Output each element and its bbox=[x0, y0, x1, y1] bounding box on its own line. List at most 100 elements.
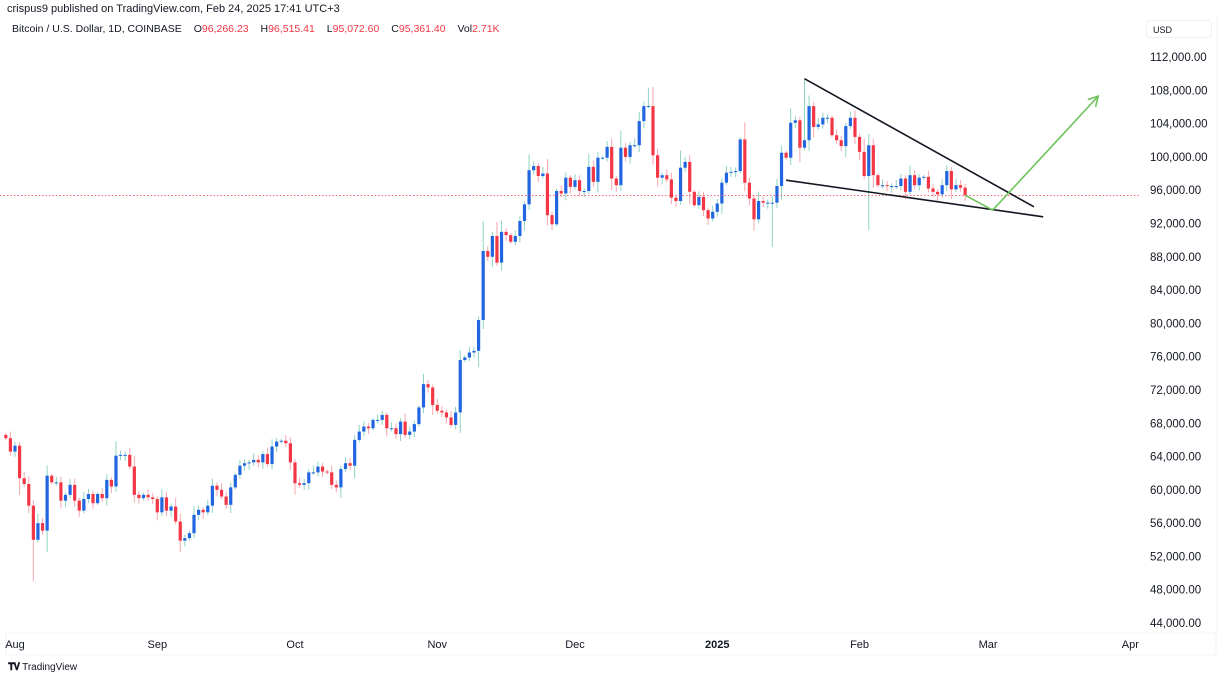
candle-body bbox=[86, 494, 91, 500]
tradingview-logo[interactable]: 𝐓𝐕 TradingView bbox=[8, 662, 77, 673]
candle bbox=[476, 316, 481, 367]
candle bbox=[197, 505, 201, 520]
candle bbox=[752, 195, 756, 231]
symbol-legend: Bitcoin / U.S. Dollar, 1D, COINBASE O96,… bbox=[12, 23, 500, 35]
candle-body bbox=[454, 412, 458, 425]
candle-body bbox=[417, 407, 421, 425]
candle-body bbox=[45, 475, 49, 531]
candle-body bbox=[339, 469, 343, 488]
candle bbox=[371, 417, 375, 431]
candle bbox=[885, 181, 889, 192]
candle-body bbox=[421, 384, 426, 408]
candle-body bbox=[867, 145, 871, 177]
candle bbox=[853, 110, 857, 144]
candle bbox=[894, 179, 898, 190]
candle-body bbox=[917, 177, 921, 186]
candle-body bbox=[848, 117, 852, 127]
candle-body bbox=[297, 483, 302, 485]
candle bbox=[761, 196, 765, 208]
candle-body bbox=[706, 210, 710, 219]
candle bbox=[279, 438, 283, 444]
candle-body bbox=[720, 182, 724, 204]
candle bbox=[141, 492, 146, 501]
candle bbox=[206, 499, 210, 516]
candle bbox=[715, 198, 719, 217]
candle bbox=[4, 432, 8, 441]
close-label: C bbox=[391, 23, 399, 35]
candle bbox=[935, 189, 940, 201]
price-tick-label: 112,000.00 bbox=[1150, 52, 1207, 64]
candle bbox=[224, 491, 228, 509]
candle bbox=[54, 476, 58, 486]
candle-body bbox=[302, 483, 306, 485]
candle bbox=[96, 491, 100, 506]
time-tick-label: Aug bbox=[5, 639, 25, 651]
candle-body bbox=[247, 462, 251, 464]
candle bbox=[325, 469, 329, 475]
symbol-name: Bitcoin / U.S. Dollar, 1D, COINBASE bbox=[12, 23, 182, 35]
candle bbox=[59, 476, 63, 509]
candle-body bbox=[476, 320, 481, 351]
candle-body bbox=[522, 204, 527, 221]
candle bbox=[311, 465, 315, 475]
time-axis: Aug Sep Oct Nov Dec 2025 Feb Mar Apr bbox=[5, 639, 1139, 651]
candle-body bbox=[913, 175, 917, 186]
candle-body bbox=[252, 459, 256, 463]
candle-body bbox=[224, 496, 228, 505]
candle bbox=[669, 172, 673, 205]
candle bbox=[945, 165, 949, 191]
candle bbox=[431, 384, 435, 415]
candle bbox=[582, 187, 586, 198]
candle bbox=[734, 167, 738, 178]
currency-button[interactable]: USD bbox=[1146, 20, 1212, 38]
candle-body bbox=[91, 494, 95, 504]
candle bbox=[848, 111, 852, 130]
candle-body bbox=[518, 220, 522, 236]
candle-body bbox=[408, 431, 412, 435]
candle-body bbox=[527, 170, 531, 205]
candle bbox=[807, 95, 811, 151]
time-axis-box[interactable] bbox=[5, 632, 1217, 656]
candle bbox=[330, 465, 334, 489]
time-tick-label: Dec bbox=[565, 639, 585, 651]
candle bbox=[421, 373, 426, 414]
candle-body bbox=[807, 106, 811, 141]
candle bbox=[13, 441, 17, 457]
candle-body bbox=[669, 179, 673, 198]
arrowhead-icon bbox=[1087, 94, 1100, 107]
candle-body bbox=[945, 171, 949, 186]
candle-body bbox=[793, 120, 797, 123]
candle bbox=[545, 158, 550, 226]
candle-body bbox=[463, 357, 467, 360]
candle-body bbox=[784, 152, 788, 158]
candle-body bbox=[13, 445, 17, 452]
candle bbox=[160, 489, 164, 516]
candle bbox=[50, 473, 54, 485]
candle bbox=[793, 116, 797, 128]
price-tick-label: 72,000.00 bbox=[1150, 385, 1201, 397]
candle bbox=[17, 442, 22, 495]
candle-body bbox=[8, 438, 13, 452]
candle bbox=[353, 435, 357, 479]
candle-body bbox=[444, 412, 449, 418]
candle-body bbox=[265, 454, 270, 465]
candle-body bbox=[472, 350, 476, 353]
candle-body bbox=[844, 126, 848, 147]
candle-body bbox=[633, 145, 637, 147]
candle-body bbox=[940, 185, 944, 195]
candle bbox=[36, 513, 40, 543]
candle-body bbox=[389, 428, 393, 430]
candle bbox=[481, 221, 485, 330]
candle-body bbox=[412, 424, 416, 432]
price-tick-label: 100,000.00 bbox=[1150, 152, 1208, 164]
candle-body bbox=[568, 177, 572, 187]
low-value: 95,072.60 bbox=[332, 23, 380, 35]
candle-body bbox=[398, 421, 403, 435]
candle bbox=[118, 450, 123, 461]
candle-body bbox=[935, 191, 940, 195]
candle bbox=[412, 420, 416, 438]
candle-body bbox=[343, 463, 348, 470]
candle-body bbox=[903, 178, 908, 192]
candle bbox=[738, 137, 742, 174]
